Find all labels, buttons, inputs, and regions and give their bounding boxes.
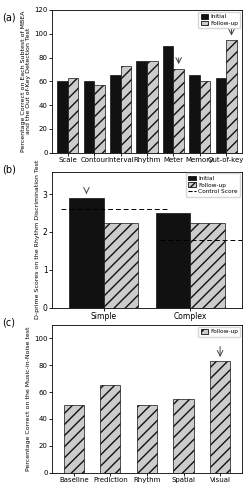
- Bar: [173, 399, 194, 472]
- Text: (c): (c): [2, 318, 16, 328]
- Bar: [210, 361, 230, 472]
- Bar: [216, 78, 226, 152]
- Legend: Follow-up: Follow-up: [198, 327, 240, 336]
- Bar: [57, 81, 68, 152]
- Bar: [68, 78, 78, 152]
- Bar: [94, 85, 105, 152]
- Bar: [110, 76, 121, 152]
- Y-axis label: Percentage Correct on the Music-in-Noise test: Percentage Correct on the Music-in-Noise…: [26, 326, 31, 471]
- Bar: [226, 40, 237, 152]
- Bar: [200, 81, 210, 152]
- Bar: [189, 76, 200, 152]
- Bar: [163, 46, 173, 152]
- Bar: [147, 61, 158, 152]
- Text: (a): (a): [2, 12, 16, 22]
- Bar: [136, 61, 147, 152]
- Bar: [121, 66, 131, 152]
- Bar: [104, 222, 138, 308]
- Legend: Initial, Follow-up, Control Score: Initial, Follow-up, Control Score: [185, 174, 240, 197]
- Bar: [156, 213, 190, 308]
- Bar: [64, 406, 84, 472]
- Bar: [137, 406, 157, 472]
- Bar: [100, 386, 121, 472]
- Bar: [69, 198, 104, 308]
- Y-axis label: D-prime Scores on the Rhythm Discrimination Test: D-prime Scores on the Rhythm Discriminat…: [35, 160, 40, 319]
- Bar: [190, 222, 225, 308]
- Text: (b): (b): [2, 164, 16, 174]
- Legend: Initial, Follow-up: Initial, Follow-up: [198, 12, 240, 28]
- Bar: [83, 81, 94, 152]
- Y-axis label: Percentage Correct on Each Subtest of MBEA
and the Out of-Key Detection Test: Percentage Correct on Each Subtest of MB…: [21, 10, 31, 152]
- Bar: [173, 70, 184, 152]
